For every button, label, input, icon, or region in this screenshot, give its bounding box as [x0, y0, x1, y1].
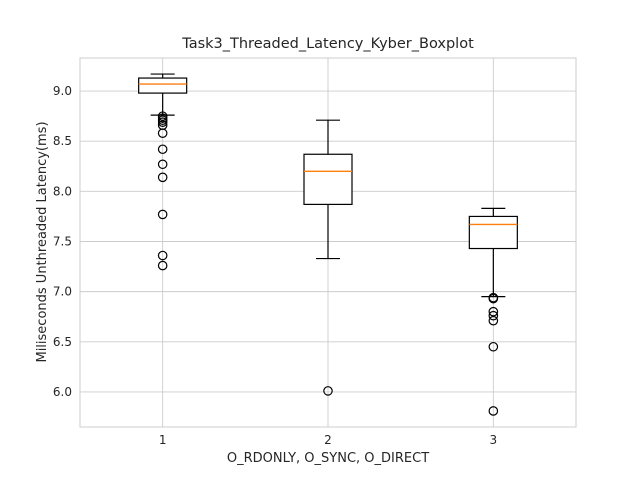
chart-title: Task3_Threaded_Latency_Kyber_Boxplot [181, 36, 474, 52]
y-tick-label: 7.0 [53, 285, 72, 299]
y-tick-label: 7.5 [53, 234, 72, 248]
x-tick-label: 2 [324, 433, 332, 447]
outlier-point [488, 310, 499, 321]
y-axis-label: Miliseconds Unthreaded Latency(ms) [35, 121, 50, 362]
outlier-point [488, 315, 499, 326]
x-tick-label: 1 [159, 433, 167, 447]
outlier-point [157, 128, 168, 139]
x-tick-label: 3 [490, 433, 498, 447]
iqr-box [468, 215, 518, 250]
box-group [468, 207, 518, 416]
iqr-box [303, 153, 353, 205]
outlier-point [488, 306, 499, 317]
outlier-point [323, 386, 333, 396]
plot-frame [79, 57, 577, 428]
box-layer [138, 73, 518, 416]
outlier-point [488, 293, 499, 304]
y-tick-label: 9.0 [53, 84, 72, 98]
outlier-point [157, 144, 168, 155]
y-tick-label: 8.5 [53, 134, 72, 148]
tick-layer: 6.0 6.5 7.0 7.5 8.0 8.5 9.0 1 2 3 [53, 84, 497, 447]
y-tick-label: 6.5 [53, 335, 72, 349]
outlier-point [157, 250, 168, 261]
outlier-point [488, 341, 499, 352]
y-tick-label: 8.0 [53, 184, 72, 198]
outlier-point [157, 159, 168, 170]
outlier-point [157, 117, 168, 127]
iqr-box [138, 77, 188, 94]
outlier-point [157, 209, 168, 220]
box-group [138, 73, 188, 271]
outlier-point [157, 172, 168, 183]
outlier-point [488, 406, 499, 416]
y-tick-label: 6.0 [53, 385, 72, 399]
box-group [303, 119, 353, 396]
x-axis-label: O_RDONLY, O_SYNC, O_DIRECT [227, 451, 429, 466]
outlier-point [157, 260, 168, 271]
